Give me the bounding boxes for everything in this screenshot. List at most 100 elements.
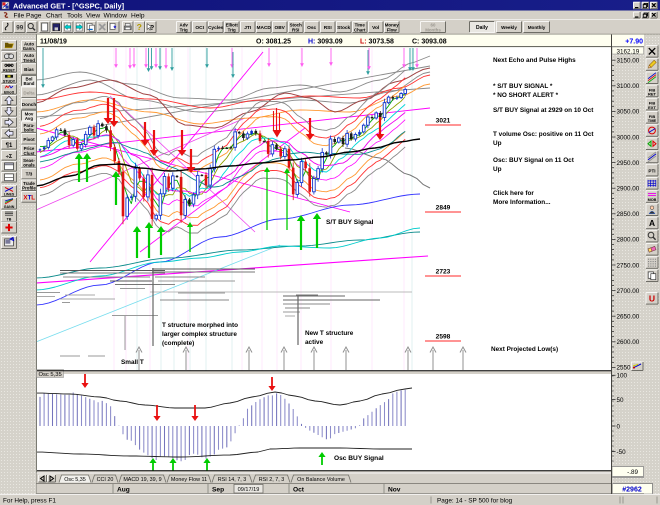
svg-text:Money Flow 11: Money Flow 11 — [171, 477, 207, 483]
svg-text:L: 3073.58: L: 3073.58 — [360, 39, 394, 46]
svg-text:S/T BUY Signal at 2929 on 10 O: S/T BUY Signal at 2929 on 10 Oct — [493, 107, 594, 114]
svg-text:Gann.: Gann. — [23, 46, 35, 51]
svg-text:?: ? — [137, 22, 142, 32]
svg-text:2850.00: 2850.00 — [617, 211, 640, 218]
svg-text:2650.00: 2650.00 — [617, 314, 640, 321]
svg-text:STUDY: STUDY — [3, 79, 16, 83]
svg-text:2849: 2849 — [436, 205, 451, 212]
svg-text:RSI: RSI — [292, 27, 299, 32]
svg-text:2700.00: 2700.00 — [617, 288, 640, 295]
svg-text:bolic: bolic — [24, 128, 35, 133]
svg-text:Osc BUY Signal: Osc BUY Signal — [334, 455, 384, 462]
svg-text:For Help, press F1: For Help, press F1 — [3, 497, 56, 504]
svg-text:Trig: Trig — [180, 27, 188, 32]
svg-text:Bol: Bol — [25, 77, 32, 82]
svg-text:Osc: Osc — [307, 25, 316, 31]
svg-text:active: active — [305, 339, 324, 346]
svg-text:-50: -50 — [617, 449, 627, 456]
svg-text:Clust: Clust — [24, 151, 36, 156]
svg-text:Osc 5,35: Osc 5,35 — [39, 372, 62, 378]
svg-text:H: 3093.09: H: 3093.09 — [308, 39, 343, 46]
svg-text:MOB: MOB — [648, 198, 657, 202]
svg-text:Delta: Delta — [23, 90, 35, 95]
svg-text:RSI 14, 7, 3: RSI 14, 7, 3 — [218, 477, 246, 483]
svg-text:Aug: Aug — [117, 486, 130, 493]
svg-text:2550.00: 2550.00 — [617, 365, 640, 372]
svg-text:Avg: Avg — [25, 116, 33, 121]
svg-text:JTI: JTI — [244, 25, 252, 31]
svg-text:2900.00: 2900.00 — [617, 186, 640, 193]
svg-text:LINES: LINES — [4, 193, 15, 197]
svg-text:PTI: PTI — [648, 169, 655, 174]
svg-text:Cycles: Cycles — [208, 25, 224, 31]
svg-text:OBV: OBV — [274, 25, 285, 31]
svg-text:Chart: Chart — [354, 27, 366, 32]
svg-text:Elliott: Elliott — [226, 22, 239, 27]
svg-text:2950.00: 2950.00 — [617, 160, 640, 167]
svg-text:Next Projected Low(s): Next Projected Low(s) — [491, 346, 558, 353]
svg-text:Nov: Nov — [388, 486, 401, 493]
svg-text:3150.00: 3150.00 — [617, 58, 640, 65]
svg-text:X: X — [23, 195, 28, 202]
svg-text:Small T: Small T — [121, 359, 144, 366]
svg-text:Weekly: Weekly — [501, 25, 517, 30]
svg-text:Months: Months — [425, 27, 441, 32]
svg-text:09/17/19: 09/17/19 — [238, 487, 260, 493]
svg-text:Money: Money — [385, 22, 399, 27]
svg-text:Auto: Auto — [24, 53, 34, 58]
svg-text:Seas-: Seas- — [23, 158, 35, 163]
svg-text:Help: Help — [131, 12, 145, 19]
svg-text:Profile: Profile — [22, 186, 36, 191]
svg-text:T/3: T/3 — [26, 172, 33, 177]
svg-text:RSI 2, 7, 3: RSI 2, 7, 3 — [259, 477, 284, 483]
svg-text:3000.00: 3000.00 — [617, 134, 640, 141]
svg-text:Elliott: Elliott — [4, 90, 15, 94]
svg-text:FIB: FIB — [649, 114, 656, 119]
svg-text:* S/T BUY SIGNAL *: * S/T BUY SIGNAL * — [493, 83, 553, 90]
svg-text:Stock: Stock — [337, 25, 350, 31]
svg-text:RESET: RESET — [3, 68, 16, 72]
svg-text:GANN: GANN — [4, 205, 15, 209]
svg-text:A: A — [649, 218, 655, 228]
svg-text:L: L — [31, 195, 35, 202]
svg-text:T volume Osc: positive on 11 O: T volume Osc: positive on 11 Oct — [493, 131, 594, 138]
svg-text:U: U — [649, 294, 655, 304]
svg-text:O: 3081.25: O: 3081.25 — [256, 39, 291, 46]
svg-text:Vol: Vol — [372, 25, 379, 31]
svg-text:Auto: Auto — [24, 42, 34, 47]
svg-text:Time: Time — [355, 22, 366, 27]
svg-text:0: 0 — [617, 423, 621, 430]
svg-text:Band: Band — [24, 81, 35, 86]
svg-text:3050.00: 3050.00 — [617, 109, 640, 116]
svg-text:Oct: Oct — [293, 486, 305, 493]
svg-text:60: 60 — [431, 22, 436, 27]
svg-text:* NO SHORT ALERT *: * NO SHORT ALERT * — [493, 92, 559, 99]
svg-text:FIB: FIB — [649, 88, 656, 93]
svg-text:T: T — [28, 195, 32, 202]
svg-text:Trade: Trade — [23, 181, 35, 186]
svg-text:Bias: Bias — [24, 67, 34, 72]
svg-text:larger complex structure: larger complex structure — [162, 331, 237, 338]
svg-text:EXT: EXT — [648, 105, 656, 110]
svg-text:Click here for: Click here for — [493, 190, 534, 197]
svg-text:Tools: Tools — [67, 12, 83, 19]
svg-text:2750.00: 2750.00 — [617, 262, 640, 269]
svg-text:Daily: Daily — [476, 25, 488, 31]
svg-text:*: * — [114, 25, 117, 32]
svg-text:100: 100 — [617, 373, 628, 380]
svg-text:÷Σ: ÷Σ — [6, 154, 13, 160]
svg-text:+7.90: +7.90 — [625, 39, 643, 46]
svg-text:3162.19: 3162.19 — [617, 48, 640, 55]
svg-text:More Information...: More Information... — [493, 199, 551, 206]
svg-text:2600.00: 2600.00 — [617, 339, 640, 346]
svg-text:Trig: Trig — [228, 27, 236, 32]
svg-text:Window: Window — [104, 12, 128, 19]
svg-text:Sep: Sep — [212, 486, 224, 493]
svg-text:Chart: Chart — [46, 12, 62, 19]
svg-text:RET: RET — [648, 92, 657, 97]
svg-text:RSI: RSI — [324, 25, 333, 31]
svg-text:MACD 19, 39, 9: MACD 19, 39, 9 — [123, 477, 161, 483]
svg-text:11/08/19: 11/08/19 — [40, 39, 67, 46]
svg-text:2598: 2598 — [436, 334, 451, 341]
svg-text:Page: 14 - SP 500 for blog: Page: 14 - SP 500 for blog — [437, 497, 513, 504]
